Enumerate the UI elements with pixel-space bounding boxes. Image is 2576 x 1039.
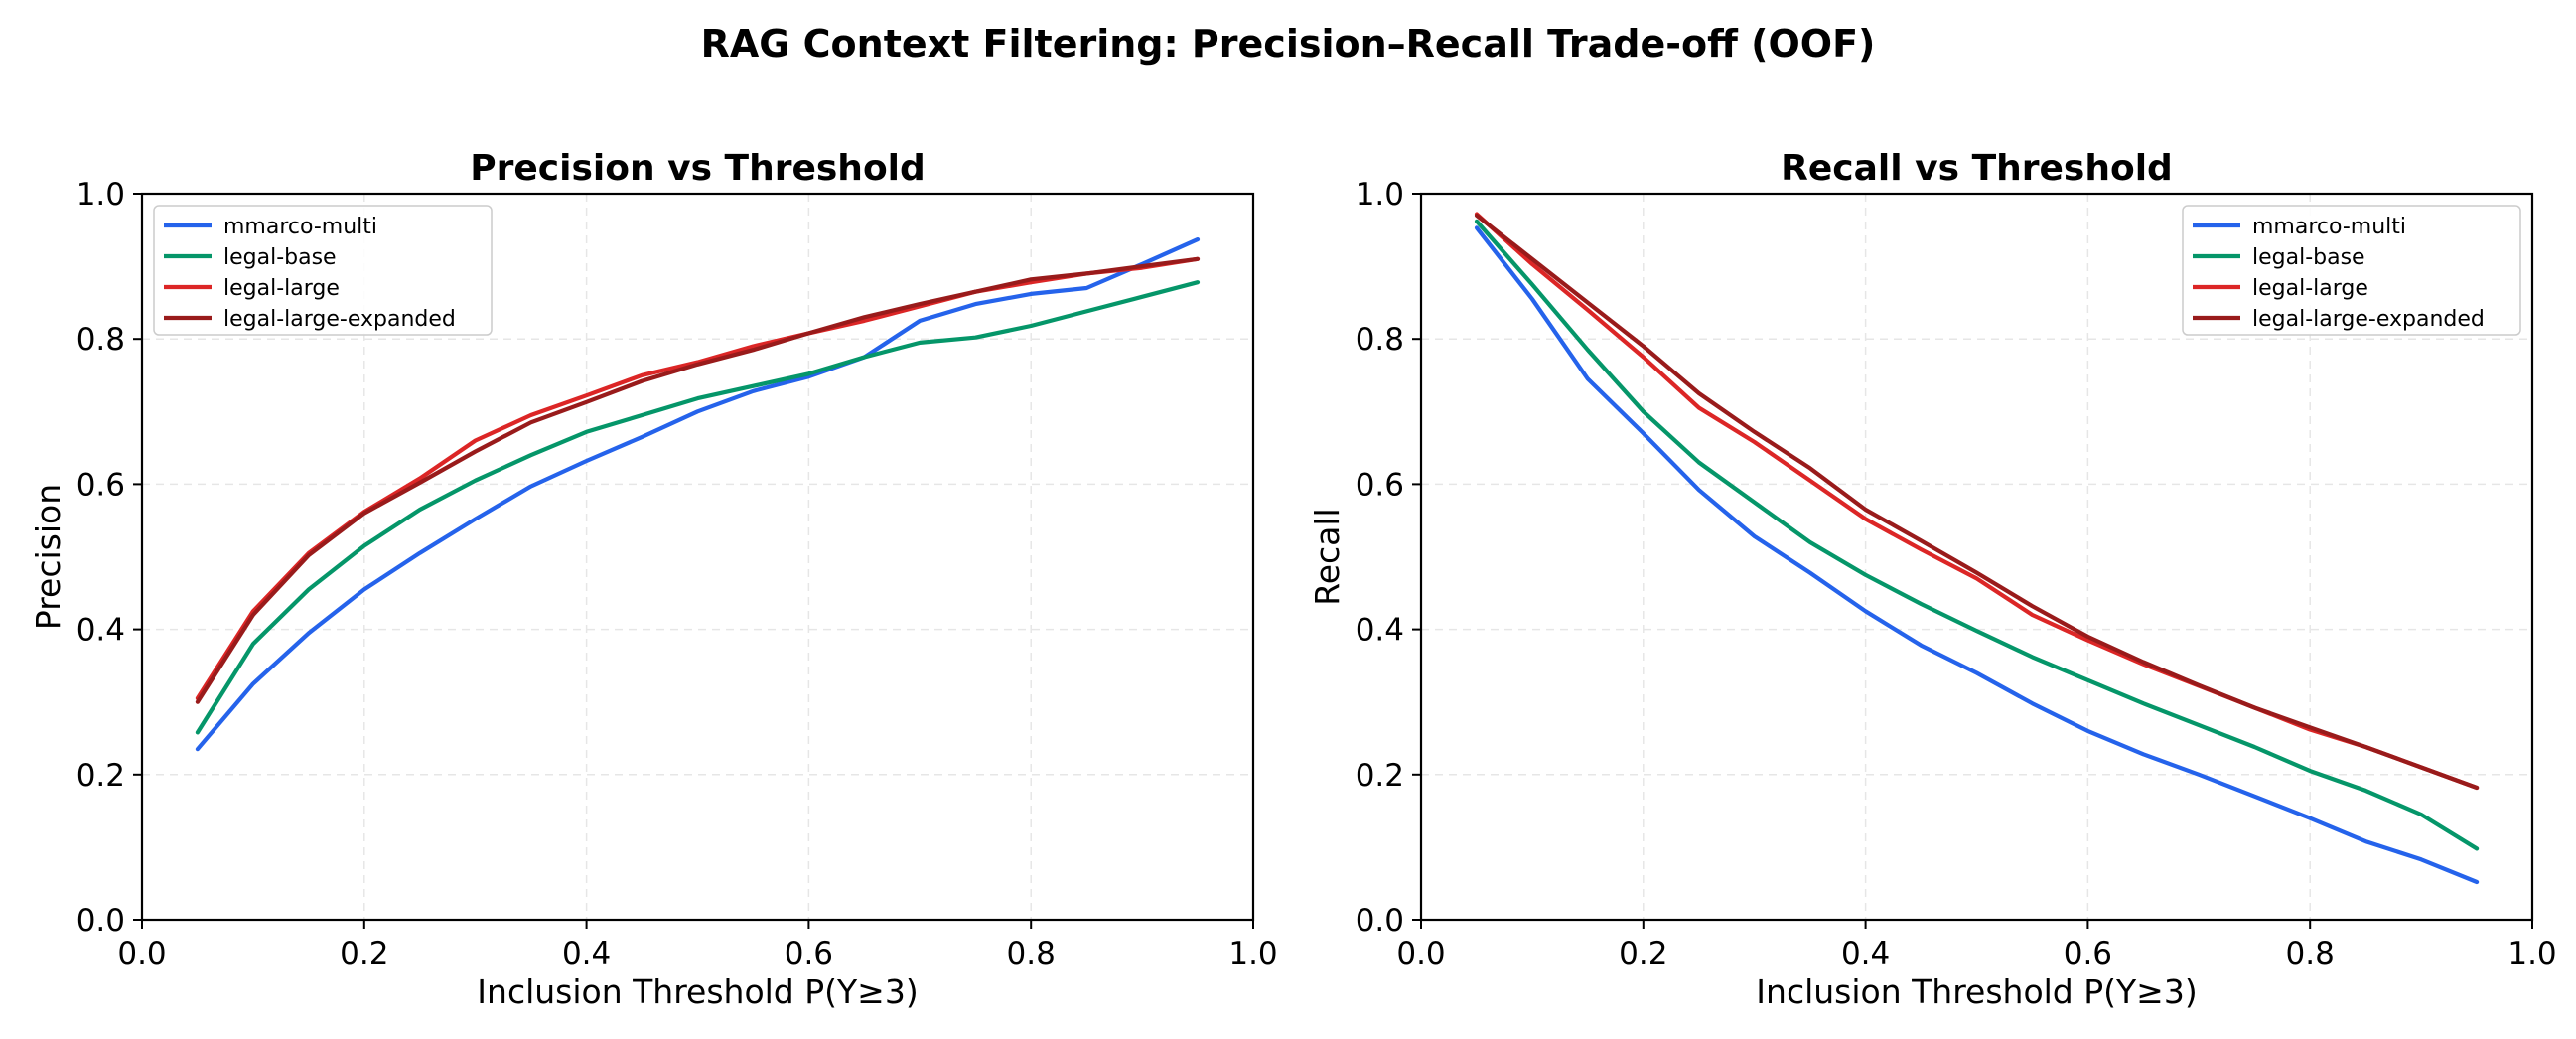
- series-line-mmarco-multi: [1474, 225, 2480, 885]
- y-tick-label: 0.2: [76, 758, 125, 794]
- series-line-legal-large-expanded: [195, 256, 1201, 704]
- panel-title: Precision vs Threshold: [470, 148, 926, 189]
- y-tick-label: 1.0: [1356, 177, 1404, 213]
- y-tick-label: 0.8: [76, 322, 125, 358]
- legend-label: mmarco-multi: [223, 215, 377, 239]
- legend-label: legal-base: [223, 245, 337, 270]
- x-tick-label: 0.0: [117, 936, 166, 971]
- plot-frame: [1419, 192, 2534, 922]
- x-tick-label: 0.4: [562, 936, 611, 971]
- series-line-legal-base: [1474, 219, 2480, 851]
- x-tick-label: 0.8: [2286, 936, 2335, 971]
- x-tick-label: 0.4: [1841, 936, 1890, 971]
- x-axis-label: Inclusion Threshold P(Y≥3): [477, 972, 918, 1011]
- x-tick-label: 1.0: [1228, 936, 1277, 971]
- legend: mmarco-multi legal-base legal-large legal-l…: [2182, 205, 2521, 336]
- x-tick-label: 0.6: [2064, 936, 2112, 971]
- x-axis-label: Inclusion Threshold P(Y≥3): [1756, 972, 2197, 1011]
- series-line-legal-large-expanded: [1474, 213, 2480, 791]
- legend-label: legal-base: [2252, 245, 2365, 270]
- x-tick-label: 0.2: [1619, 936, 1667, 971]
- series-line-legal-base: [195, 280, 1201, 735]
- legend-label: legal-large-expanded: [223, 307, 456, 332]
- y-axis-label: Precision: [29, 484, 68, 630]
- chart-panel-2: 0.0 0.2 0.4 0.6 0.8 1.0 0.0 0.2 0.4 0.6 0.8 1.0 Reca…: [1308, 148, 2557, 1011]
- legend-label: legal-large-expanded: [2252, 307, 2485, 332]
- x-tick-label: 0.0: [1396, 936, 1445, 971]
- series-line-mmarco-multi: [195, 237, 1201, 752]
- figure-title: RAG Context Filtering: Precision–Recall …: [700, 22, 1876, 66]
- y-tick-label: 0.4: [76, 613, 125, 649]
- x-tick-label: 0.8: [1007, 936, 1056, 971]
- y-tick-label: 0.0: [76, 903, 125, 939]
- x-tick-label: 0.6: [785, 936, 833, 971]
- y-axis-label: Recall: [1308, 508, 1347, 605]
- y-tick-label: 1.0: [76, 177, 125, 213]
- legend-box: [153, 205, 493, 336]
- legend-label: legal-large: [223, 276, 340, 301]
- legend-box: [2182, 205, 2521, 336]
- chart-panel-1: 0.0 0.2 0.4 0.6 0.8 1.0 0.0 0.2 0.4 0.6 0.8 1.0 Prec…: [29, 148, 1278, 1011]
- legend-label: legal-large: [2252, 276, 2368, 301]
- x-tick-label: 1.0: [2507, 936, 2556, 971]
- y-tick-label: 0.6: [76, 467, 125, 503]
- panel-title: Recall vs Threshold: [1781, 148, 2173, 189]
- plot-frame: [140, 192, 1255, 922]
- legend: mmarco-multi legal-base legal-large legal-l…: [153, 205, 493, 336]
- legend-label: mmarco-multi: [2252, 215, 2406, 239]
- y-tick-label: 0.6: [1356, 467, 1404, 503]
- y-tick-label: 0.4: [1356, 613, 1404, 649]
- x-tick-label: 0.2: [340, 936, 388, 971]
- y-tick-label: 0.2: [1356, 758, 1404, 794]
- y-tick-label: 0.8: [1356, 322, 1404, 358]
- y-tick-label: 0.0: [1356, 903, 1404, 939]
